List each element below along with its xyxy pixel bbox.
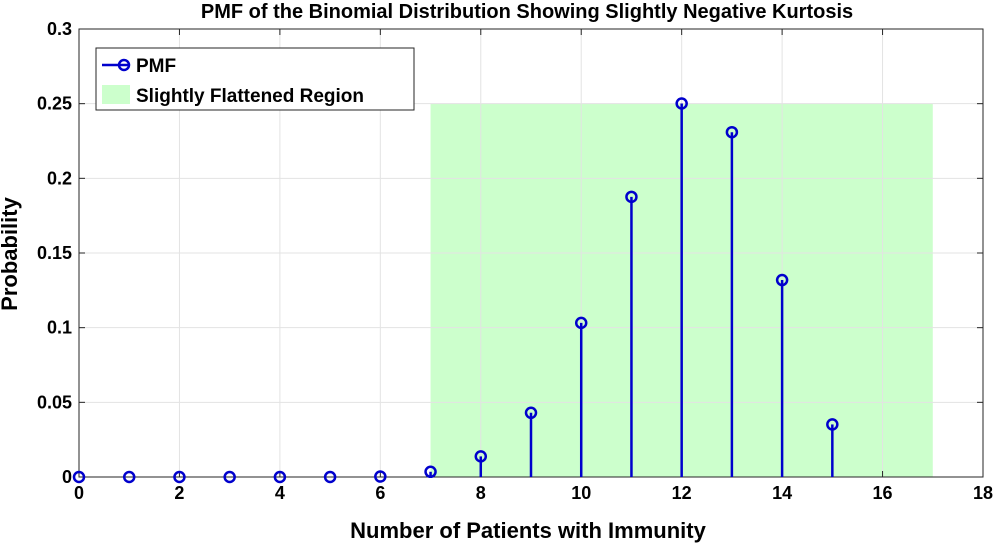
- pmf-marker: [574, 316, 588, 330]
- x-tick-label: 2: [174, 483, 184, 503]
- pmf-marker: [72, 470, 86, 484]
- y-tick-label: 0.1: [47, 318, 72, 338]
- x-tick-label: 14: [772, 483, 792, 503]
- pmf-marker: [675, 97, 688, 110]
- legend: PMF Slightly Flattened Region: [95, 47, 415, 111]
- chart-title: PMF of the Binomial Distribution Showing…: [201, 1, 853, 23]
- x-tick-label: 4: [275, 483, 285, 503]
- pmf-marker: [775, 273, 789, 287]
- y-tick-label: 0: [62, 467, 72, 487]
- pmf-marker: [122, 470, 136, 484]
- pmf-marker: [826, 418, 839, 431]
- x-tick-label: 10: [571, 483, 591, 503]
- legend-region-swatch: [102, 85, 130, 104]
- y-tick-label: 0.25: [37, 94, 72, 114]
- pmf-marker: [524, 406, 538, 420]
- legend-box: [95, 47, 415, 111]
- y-tick-label: 0.05: [37, 392, 72, 412]
- pmf-marker: [323, 470, 337, 484]
- pmf-marker: [424, 465, 437, 479]
- x-axis-label: Number of Patients with Immunity: [350, 518, 706, 543]
- y-tick-label: 0.3: [47, 19, 72, 39]
- pmf-marker: [474, 450, 488, 463]
- pmf-marker: [374, 470, 387, 483]
- pmf-marker: [173, 470, 186, 484]
- legend-pmf-marker: [117, 58, 131, 72]
- stem-layer: [72, 97, 839, 484]
- pmf-marker: [625, 190, 638, 204]
- y-tick-label: 0.2: [47, 168, 72, 188]
- x-tick-label: 8: [476, 483, 486, 503]
- legend-region-label: Slightly Flattened Region: [136, 86, 364, 107]
- x-tick-label: 12: [672, 483, 692, 503]
- y-tick-label: 0.15: [37, 243, 72, 263]
- x-tick-label: 18: [973, 483, 993, 503]
- pmf-marker: [273, 470, 287, 484]
- pmf-marker: [725, 125, 739, 139]
- x-tick-label: 6: [375, 483, 385, 503]
- y-axis-label: Probability: [0, 196, 22, 310]
- legend-pmf-label: PMF: [136, 56, 176, 77]
- pmf-marker: [223, 470, 236, 484]
- x-tick-label: 16: [873, 483, 893, 503]
- x-tick-label: 0: [74, 483, 84, 503]
